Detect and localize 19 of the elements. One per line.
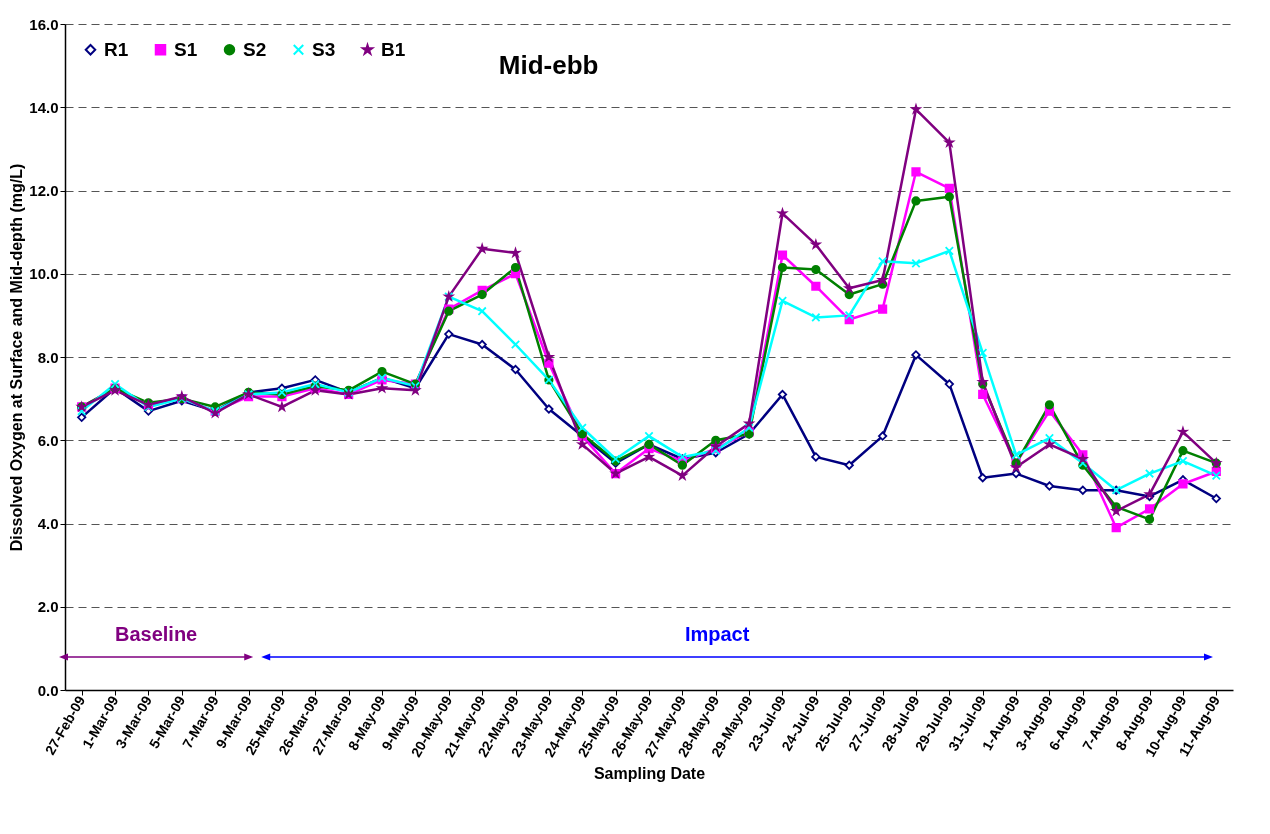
legend-label: B1 xyxy=(381,38,406,60)
x-axis-title: Sampling Date xyxy=(593,764,706,782)
legend-label: S2 xyxy=(243,38,267,60)
text: Mid-ebb xyxy=(498,50,599,80)
y-tick-label: 12.0 xyxy=(29,182,59,199)
y-tick-label: 4.0 xyxy=(37,515,59,532)
y-tick-label: 10.0 xyxy=(29,265,59,283)
annotation: Baseline xyxy=(114,623,198,645)
y-tick-label: 8.0 xyxy=(37,348,59,366)
legend-label: S3 xyxy=(312,38,336,60)
y-tick-label: 2.0 xyxy=(37,598,59,616)
y-tick-label: 16.0 xyxy=(29,15,59,33)
legend-label: S1 xyxy=(174,38,198,60)
annotation: Impact xyxy=(684,623,750,645)
y-tick-label: 14.0 xyxy=(29,98,59,116)
y-tick-label: 6.0 xyxy=(37,431,59,449)
legend-label: R1 xyxy=(104,38,129,60)
y-axis-title: Dissolved Oxygen at Surface and Mid-depth (mg/L) xyxy=(8,163,26,552)
y-tick-label: 0.0 xyxy=(37,681,59,699)
